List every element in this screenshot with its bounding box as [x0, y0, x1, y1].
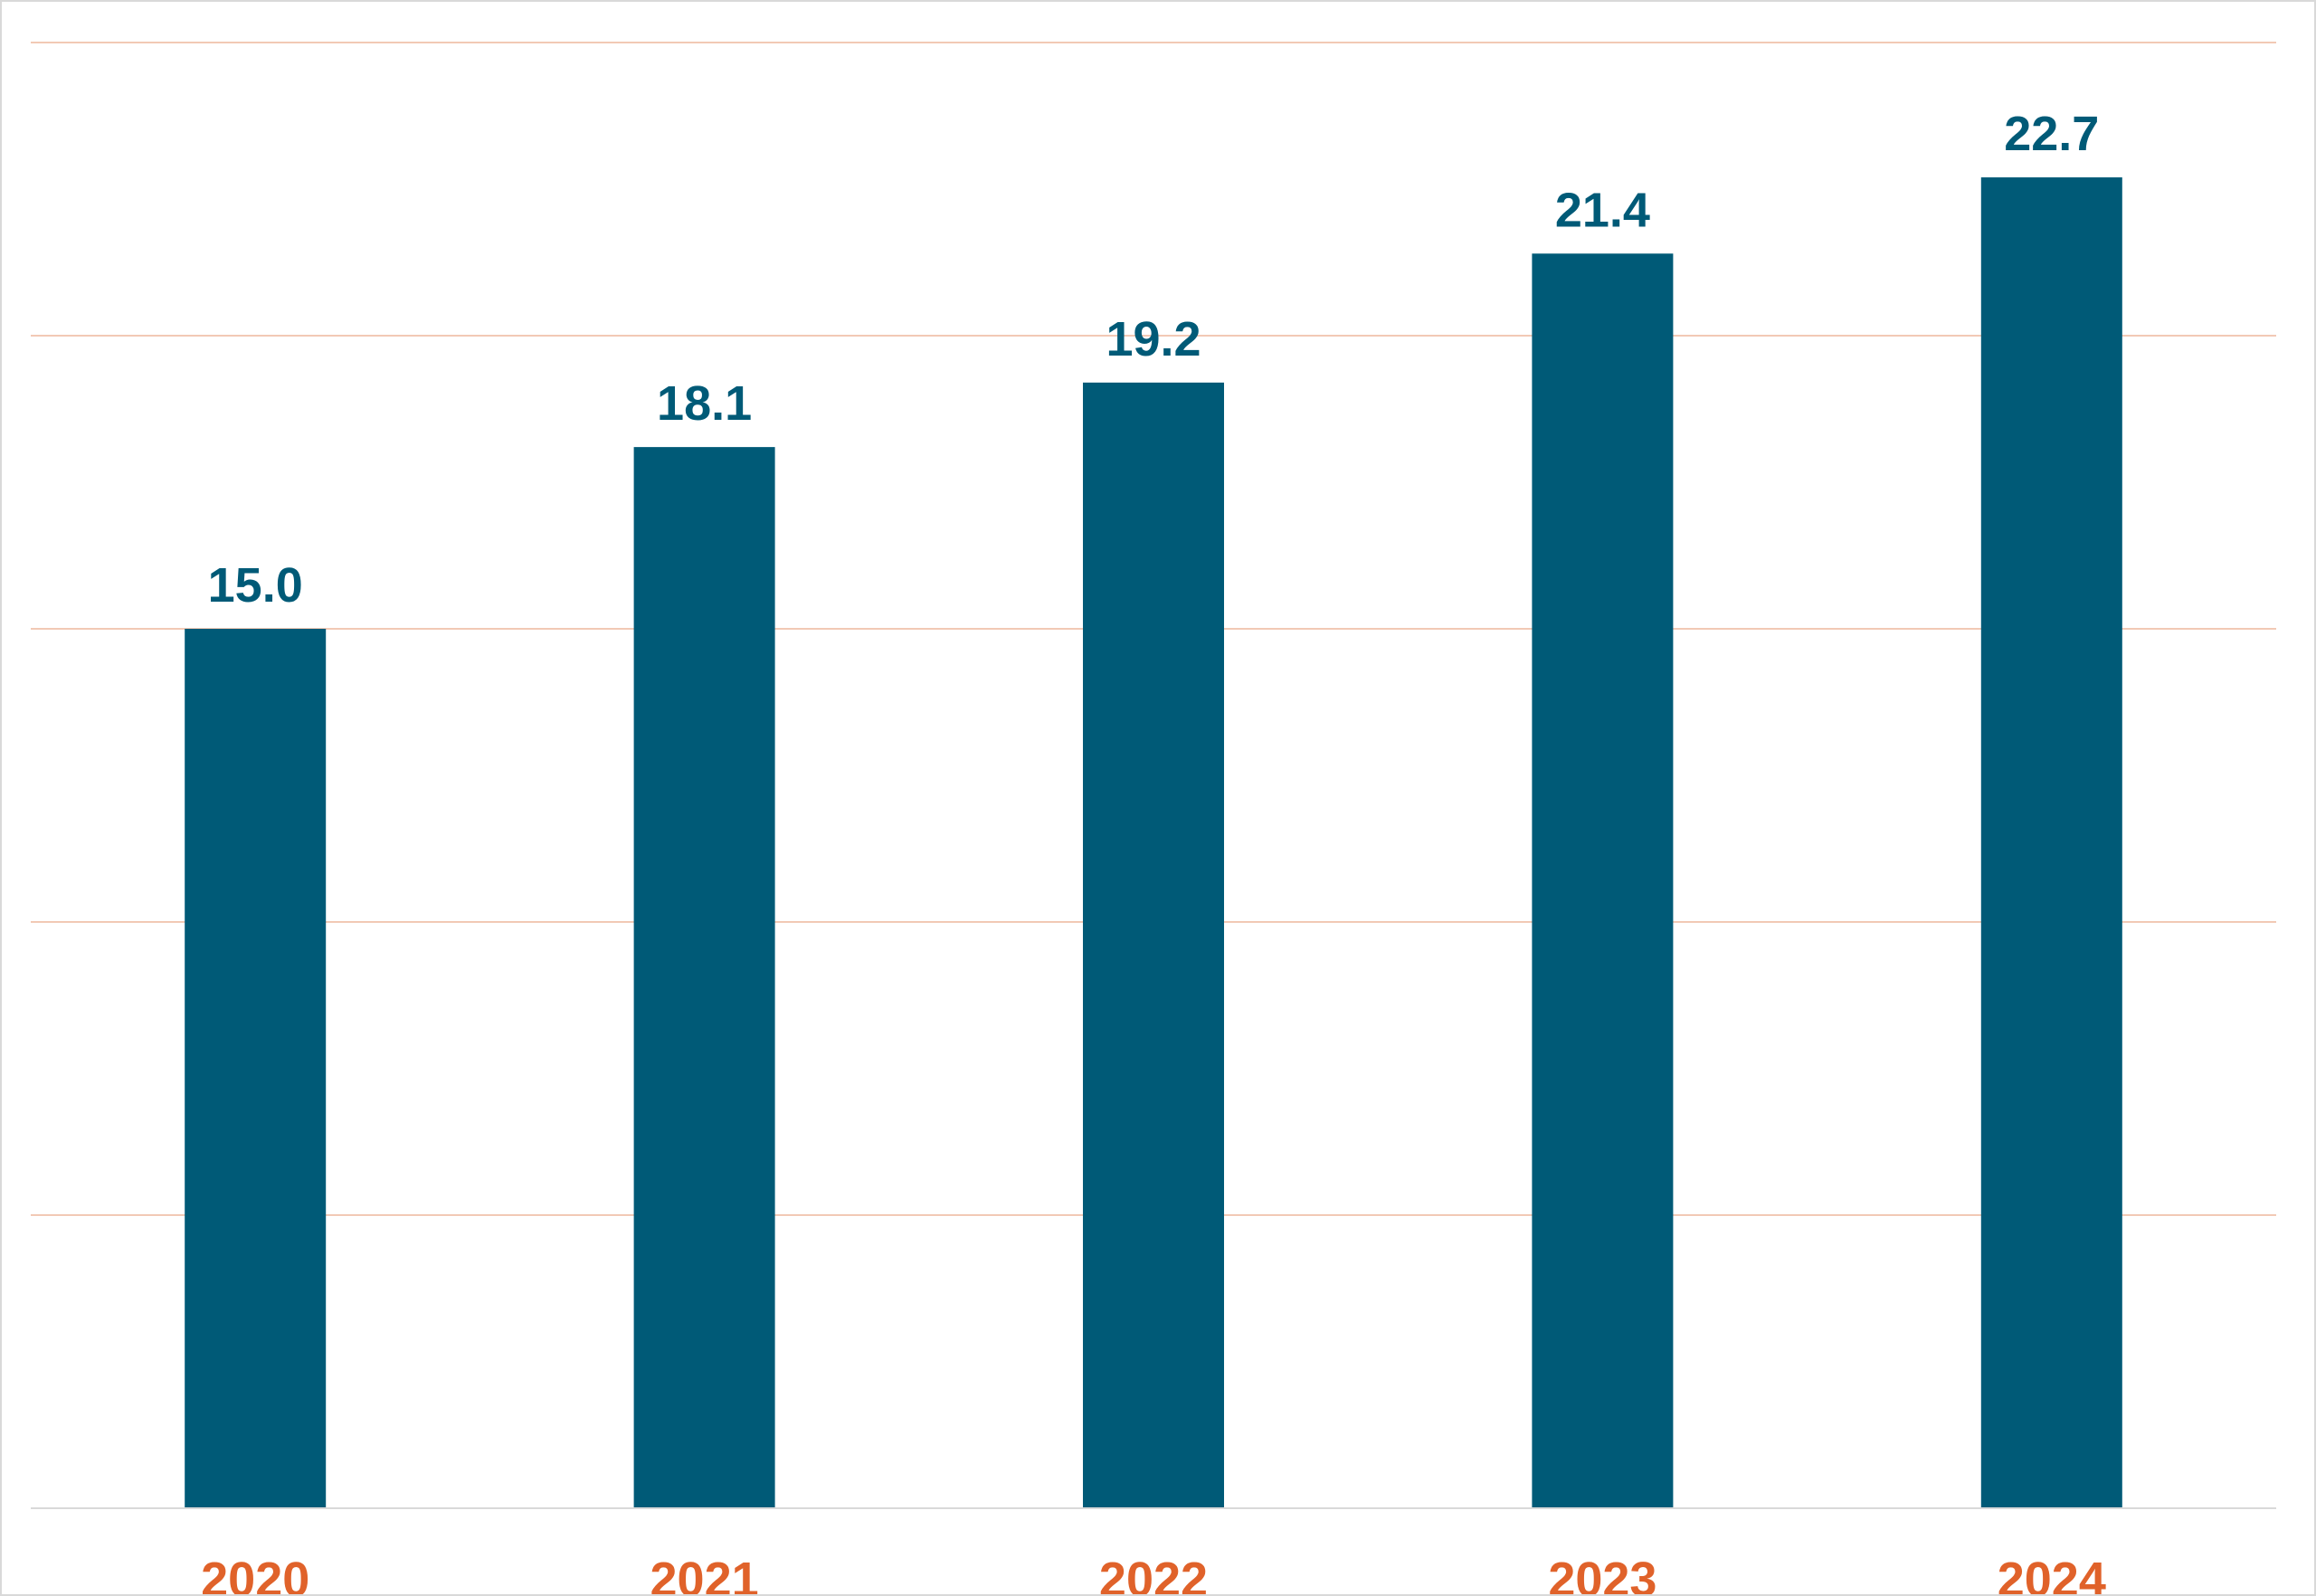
bars: [185, 177, 2122, 1509]
bar-2022: [1083, 382, 1224, 1509]
value-label-2020: 15.0: [208, 558, 303, 613]
x-tick-label-2020: 2020: [201, 1553, 309, 1594]
value-labels: 15.0 18.1 19.2 21.4 22.7: [208, 107, 2100, 613]
x-axis: 2020 2021 2022 2023 2024: [31, 1507, 2276, 1594]
bar-2021: [633, 447, 775, 1508]
bar-2023: [1532, 253, 1674, 1508]
x-tick-label-2022: 2022: [1099, 1553, 1208, 1594]
value-label-2023: 21.4: [1555, 183, 1650, 237]
value-label-2024: 22.7: [2004, 107, 2099, 161]
bar-2020: [185, 629, 327, 1508]
bar-2024: [1980, 177, 2122, 1508]
x-tick-label-2024: 2024: [1998, 1553, 2106, 1594]
value-label-2021: 18.1: [657, 376, 752, 431]
x-tick-label-2023: 2023: [1548, 1553, 1656, 1594]
value-label-2022: 19.2: [1106, 312, 1201, 366]
x-tick-label-2021: 2021: [650, 1553, 759, 1594]
